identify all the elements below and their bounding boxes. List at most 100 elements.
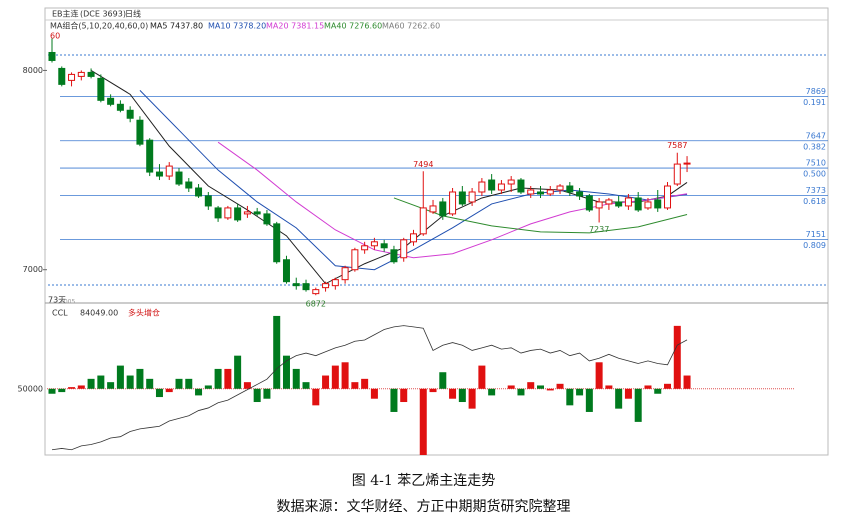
bar — [361, 378, 369, 389]
bar — [478, 365, 486, 389]
bar — [615, 388, 623, 409]
candle-body — [644, 201, 652, 209]
bar — [419, 388, 427, 455]
bar — [234, 355, 242, 389]
candle-body — [185, 181, 193, 189]
bar — [204, 385, 212, 389]
bar — [400, 388, 408, 403]
candle-body — [351, 249, 359, 271]
candle-body — [634, 197, 642, 211]
candle-body — [556, 185, 564, 191]
candle-body — [624, 197, 632, 207]
bar — [224, 368, 232, 389]
candle-body — [214, 207, 222, 219]
bar — [87, 378, 95, 389]
bar — [136, 368, 144, 389]
candle-body — [605, 199, 613, 205]
candle-body — [195, 187, 203, 197]
bar — [155, 388, 163, 398]
candle-body — [419, 207, 427, 235]
period[interactable]: 日线 — [125, 9, 141, 19]
fib-ratio: 0.618 — [803, 197, 826, 206]
bar — [185, 378, 193, 389]
bar — [537, 385, 544, 389]
caption-source: 数据来源：文华财经、方正中期期货研究院整理 — [276, 499, 571, 515]
bar — [97, 375, 105, 389]
candle-body — [478, 181, 486, 193]
bar — [595, 362, 603, 389]
legend-entry: MA20 7381.15 — [266, 22, 324, 31]
candle-body — [331, 279, 339, 287]
bar — [312, 388, 320, 406]
bar — [546, 388, 554, 391]
candle-body — [302, 283, 310, 291]
candle-body — [273, 223, 281, 263]
bar — [214, 368, 222, 389]
bar — [449, 388, 457, 399]
y-tick-label: 50000 — [18, 384, 43, 393]
bar — [370, 388, 378, 399]
exchange: (DCE 3693) — [80, 10, 126, 19]
bar — [273, 315, 281, 389]
candle-body — [77, 71, 85, 77]
bar — [507, 385, 515, 389]
candle-body — [224, 207, 232, 219]
bar — [439, 372, 447, 389]
bar — [683, 375, 691, 389]
fib-ratio: 0.809 — [803, 241, 826, 250]
candle-body — [507, 179, 515, 185]
ccl-line — [51, 325, 688, 451]
bar — [68, 387, 76, 389]
fib-ratio: 0.191 — [803, 98, 826, 107]
bar — [243, 382, 251, 389]
value-label: 84049.00 — [80, 309, 118, 318]
candle-body — [126, 109, 134, 119]
fib-value: 7510 — [806, 159, 826, 168]
candle-body — [107, 97, 115, 105]
candle-body — [97, 77, 105, 101]
bar — [624, 388, 632, 399]
bar — [488, 388, 496, 396]
bar — [458, 388, 466, 403]
bar — [576, 388, 584, 396]
bar — [527, 382, 535, 389]
annotation: 60 — [50, 32, 60, 41]
chart: EB主连 (DCE 3693) 日线 MA组合(5,10,20,40,60,0)… — [18, 7, 829, 456]
y-tick-label: 7000 — [23, 265, 43, 274]
candle-body — [664, 185, 672, 209]
candle-body — [497, 183, 505, 191]
candle-body — [654, 199, 662, 209]
fib-ratio: 0.500 — [803, 170, 826, 179]
candle-body — [546, 189, 554, 195]
candle-body — [566, 185, 574, 193]
legend-title: MA组合(5,10,20,40,60,0) — [50, 21, 148, 31]
candle-body — [449, 191, 457, 215]
candle-body — [429, 205, 437, 213]
bar — [146, 378, 154, 389]
candle-body — [683, 162, 691, 165]
candle-body — [439, 201, 447, 217]
candle-body — [282, 259, 290, 283]
candle-body — [204, 195, 212, 207]
legend-entry: MA10 7378.20 — [208, 22, 266, 31]
bar — [116, 365, 124, 389]
bar — [468, 388, 476, 409]
candle-body — [292, 283, 300, 287]
candle-body — [263, 213, 271, 225]
fib-value: 7647 — [806, 131, 826, 140]
candle-body — [458, 191, 466, 205]
bar — [429, 388, 437, 393]
candle-body — [48, 51, 56, 61]
candle-body — [87, 71, 95, 77]
candle-body — [253, 211, 261, 215]
fib-value: 7373 — [806, 186, 826, 195]
symbol: EB主连 — [52, 9, 79, 19]
candle-body — [322, 283, 330, 289]
panel-title: 多头增仓 — [128, 308, 160, 318]
candle-body — [165, 165, 173, 177]
candle-body — [68, 73, 76, 81]
extreme-label: 6872 — [306, 300, 326, 309]
candle-body — [341, 267, 349, 281]
candle-body — [673, 163, 681, 185]
